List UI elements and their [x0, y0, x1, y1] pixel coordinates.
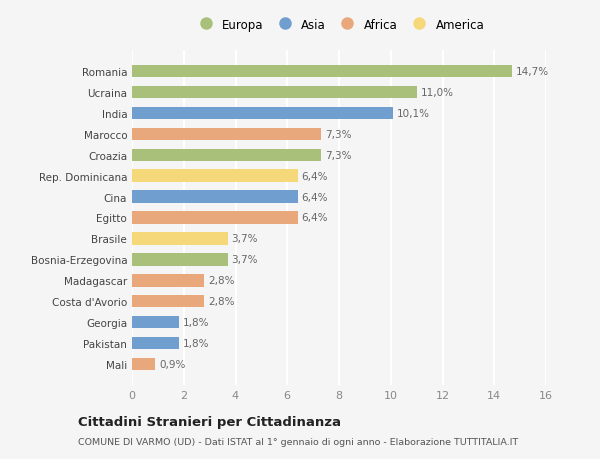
Text: 1,8%: 1,8%	[182, 317, 209, 327]
Bar	[132, 212, 298, 224]
Text: 1,8%: 1,8%	[182, 338, 209, 348]
Bar	[132, 253, 228, 266]
Text: 2,8%: 2,8%	[208, 297, 235, 307]
Bar	[132, 316, 179, 329]
Text: 3,7%: 3,7%	[232, 234, 258, 244]
Text: Cittadini Stranieri per Cittadinanza: Cittadini Stranieri per Cittadinanza	[78, 415, 341, 428]
Bar	[132, 337, 179, 349]
Text: 11,0%: 11,0%	[421, 88, 454, 98]
Text: 0,9%: 0,9%	[159, 359, 185, 369]
Bar	[132, 87, 416, 99]
Text: 7,3%: 7,3%	[325, 129, 351, 140]
Text: 6,4%: 6,4%	[301, 192, 328, 202]
Bar	[132, 295, 205, 308]
Bar	[132, 358, 155, 370]
Bar	[132, 107, 394, 120]
Bar	[132, 274, 205, 287]
Bar	[132, 149, 321, 162]
Bar	[132, 66, 512, 78]
Text: 7,3%: 7,3%	[325, 151, 351, 161]
Legend: Europa, Asia, Africa, America: Europa, Asia, Africa, America	[191, 16, 487, 34]
Text: 10,1%: 10,1%	[397, 109, 430, 119]
Bar	[132, 170, 298, 183]
Bar	[132, 233, 228, 245]
Bar	[132, 191, 298, 203]
Text: 14,7%: 14,7%	[516, 67, 550, 77]
Text: 3,7%: 3,7%	[232, 255, 258, 265]
Text: COMUNE DI VARMO (UD) - Dati ISTAT al 1° gennaio di ogni anno - Elaborazione TUTT: COMUNE DI VARMO (UD) - Dati ISTAT al 1° …	[78, 437, 518, 446]
Bar	[132, 129, 321, 141]
Text: 6,4%: 6,4%	[301, 213, 328, 223]
Text: 2,8%: 2,8%	[208, 275, 235, 285]
Text: 6,4%: 6,4%	[301, 171, 328, 181]
